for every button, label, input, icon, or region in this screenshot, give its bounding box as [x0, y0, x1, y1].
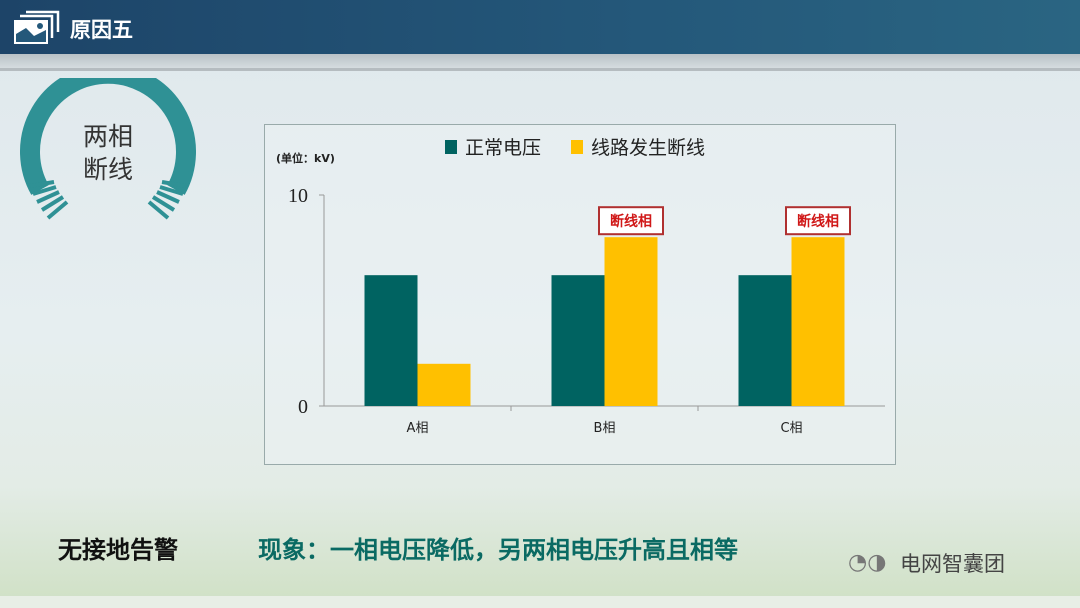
badge-line2: 断线 [82, 155, 133, 184]
legend-swatch [571, 140, 583, 154]
wechat-icon: ◔◑ [848, 550, 887, 575]
y-tick-label: 10 [288, 185, 308, 207]
watermark-text: 电网智囊团 [900, 552, 1005, 576]
footer-right: 现象：一相电压降低，另两相电压升高且相等 [258, 536, 738, 564]
unit-label: (单位：kV) [276, 151, 335, 165]
annotation-label: 断线相 [610, 213, 652, 230]
bar-broken-line [604, 237, 658, 406]
legend-label: 正常电压 [465, 137, 541, 159]
bar-broken-line [417, 363, 471, 406]
legend-swatch [445, 140, 457, 154]
header-bar: 原因五 [0, 0, 1080, 54]
ring-badge [20, 78, 196, 220]
badge-line1: 两相 [82, 122, 133, 151]
footer-left: 无接地告警 [58, 536, 178, 564]
x-tick-label: C相 [780, 421, 802, 436]
legend-label: 线路发生断线 [591, 137, 705, 159]
badge-text: 两相 断线 [70, 120, 146, 186]
annotation-box [785, 206, 851, 236]
watermark: ◔◑ 电网智囊团 [848, 548, 1005, 578]
bar-normal [364, 275, 418, 406]
x-tick-label: A相 [407, 421, 429, 436]
divider [0, 68, 1080, 71]
annotation-box [598, 206, 664, 236]
bar-normal [551, 275, 605, 406]
bottom-strip [0, 596, 1080, 608]
annotation-label: 断线相 [797, 213, 839, 230]
y-tick-label: 0 [298, 396, 308, 418]
page-title: 原因五 [70, 18, 133, 42]
bar-broken-line [791, 237, 845, 406]
bar-normal [738, 275, 792, 406]
x-tick-label: B相 [594, 421, 616, 436]
picture-frame-icon [14, 10, 60, 44]
header-shadow [0, 54, 1080, 70]
